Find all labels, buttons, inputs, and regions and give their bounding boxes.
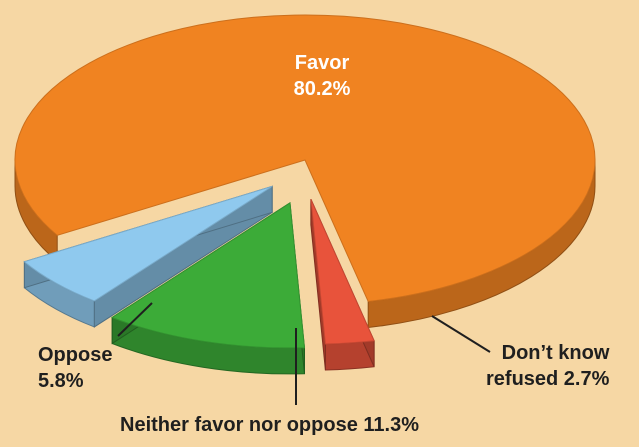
slice-label-favor: Favor 80.2% (262, 50, 382, 102)
slice-label-oppose-value: 5.8% (38, 368, 112, 394)
slice-label-neither-text: Neither favor nor oppose 11.3% (120, 412, 419, 438)
slice-label-dont-know-name: Don’t know (486, 340, 609, 366)
slice-label-oppose: Oppose 5.8% (38, 342, 112, 394)
slice-label-favor-value: 80.2% (262, 76, 382, 102)
slice-label-oppose-name: Oppose (38, 342, 112, 368)
slice-label-favor-name: Favor (262, 50, 382, 76)
leader-line-dont-know (432, 316, 490, 352)
slice-label-dont-know-value: refused 2.7% (486, 366, 609, 392)
slice-label-neither: Neither favor nor oppose 11.3% (120, 412, 419, 438)
slice-label-dont-know: Don’t know refused 2.7% (486, 340, 609, 392)
